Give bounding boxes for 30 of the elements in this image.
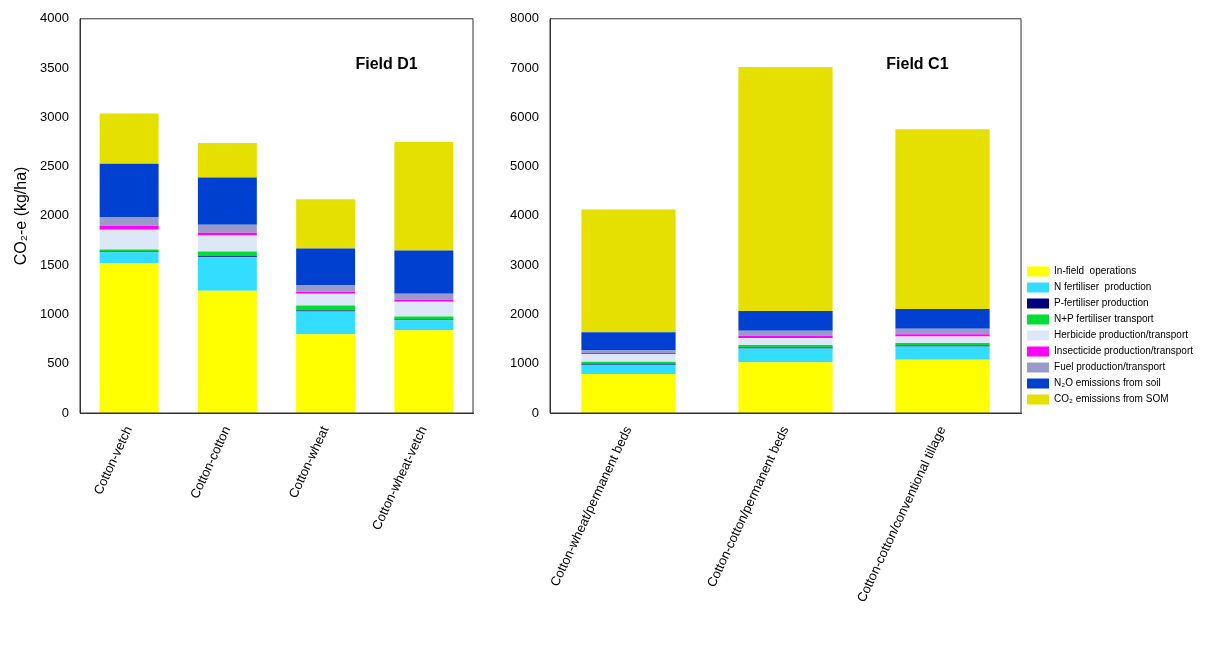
y-tick-label: 1500: [40, 256, 69, 272]
legend-label: P-fertiliser production: [1054, 297, 1149, 309]
y-tick-label: 4000: [40, 10, 69, 26]
y-tick-label: 0: [531, 404, 539, 420]
legend-label: Herbicide production/transport: [1054, 329, 1189, 341]
y-tick-label: 3000: [510, 256, 539, 272]
legend-label: Insecticide production/transport: [1054, 345, 1194, 357]
legend-label: Fuel production/transport: [1054, 361, 1166, 373]
legend-label: In-field operations: [1054, 265, 1137, 277]
y-tick-label: 4000: [510, 207, 539, 223]
y-tick-label: 5000: [510, 158, 539, 174]
text: Field C1: [886, 55, 949, 73]
text: Field D1: [355, 55, 418, 73]
y-tick-label: 2500: [40, 158, 69, 174]
legend-label: N fertiliser production: [1054, 281, 1152, 293]
y-tick-label: 8000: [510, 10, 539, 26]
y-tick-label: 0: [61, 404, 69, 420]
y-tick-label: 3000: [40, 108, 69, 124]
y-tick-label: 2000: [40, 207, 69, 223]
y-tick-label: 1000: [510, 355, 539, 371]
legend-label: N₂O emissions from soil: [1054, 377, 1161, 389]
y-axis-title: CO₂-e (kg/ha): [12, 166, 30, 266]
y-tick-label: 7000: [510, 59, 539, 75]
legend-label: N+P fertiliser transport: [1054, 313, 1154, 325]
legend-label: CO₂ emissions from SOM: [1054, 393, 1169, 405]
y-tick-label: 3500: [40, 59, 69, 75]
y-tick-label: 6000: [510, 108, 539, 124]
y-tick-label: 2000: [510, 306, 539, 322]
y-tick-label: 1000: [40, 306, 69, 322]
y-tick-label: 500: [47, 355, 69, 371]
